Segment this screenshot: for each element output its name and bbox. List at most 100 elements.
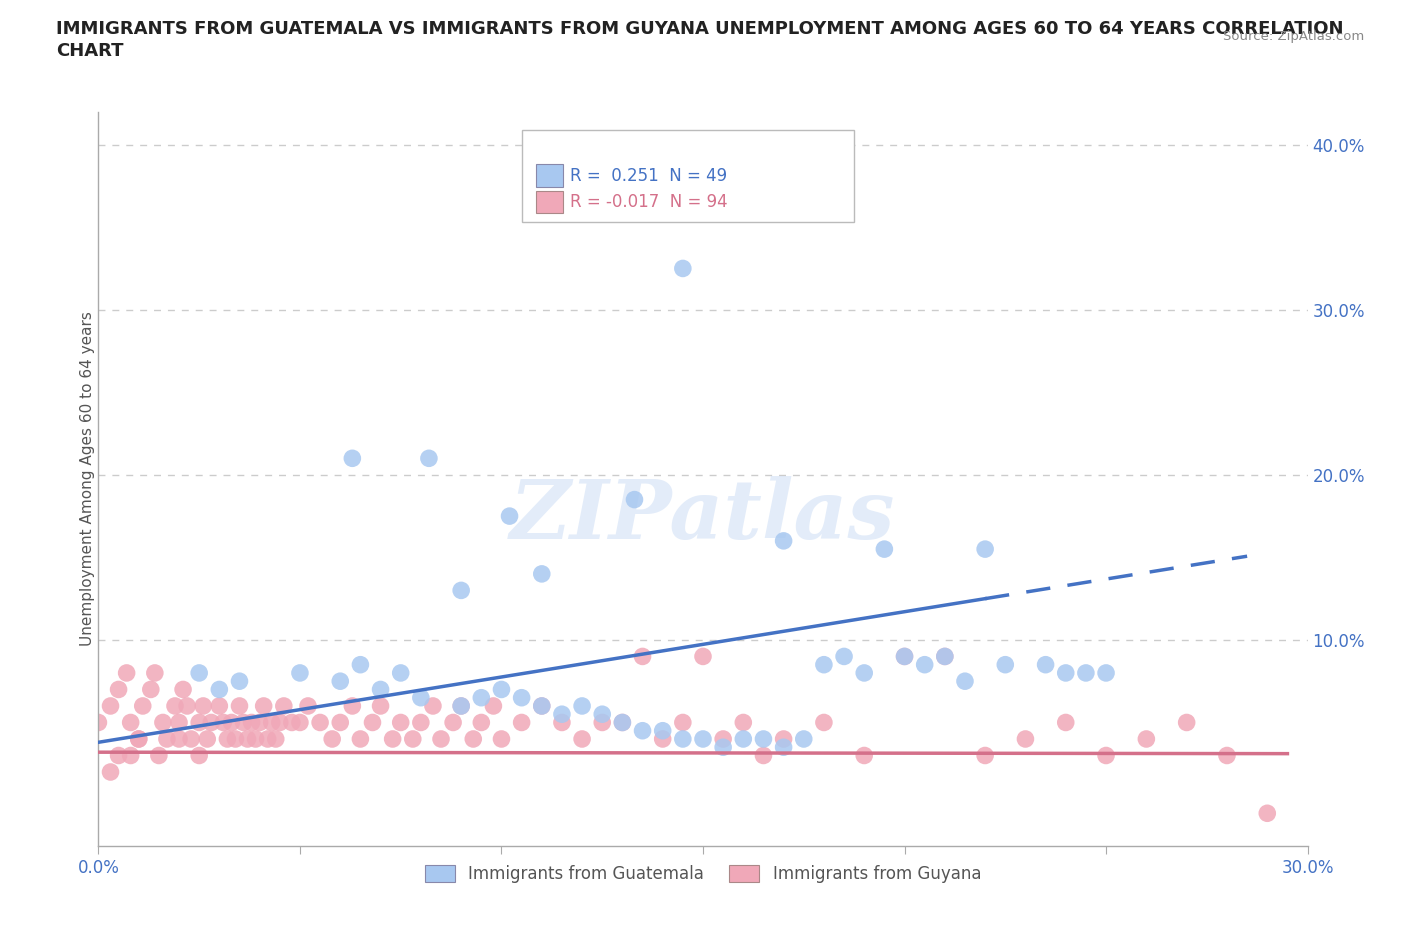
Point	[156, 732, 179, 747]
Point	[273, 698, 295, 713]
Point	[143, 666, 166, 681]
Point	[470, 690, 492, 705]
Point	[253, 698, 276, 713]
Point	[692, 649, 714, 664]
Point	[591, 707, 613, 722]
Point	[188, 748, 211, 763]
Point	[163, 698, 186, 713]
Point	[672, 715, 695, 730]
Point	[193, 698, 215, 713]
Point	[752, 748, 775, 763]
Point	[195, 732, 218, 747]
Point	[813, 658, 835, 672]
Point	[672, 732, 695, 747]
Point	[853, 666, 876, 681]
Point	[329, 715, 352, 730]
Point	[914, 658, 936, 672]
Point	[450, 698, 472, 713]
Point	[297, 698, 319, 713]
Text: IMMIGRANTS FROM GUATEMALA VS IMMIGRANTS FROM GUYANA UNEMPLOYMENT AMONG AGES 60 T: IMMIGRANTS FROM GUATEMALA VS IMMIGRANTS …	[56, 20, 1344, 38]
Point	[1095, 666, 1118, 681]
Point	[1054, 666, 1077, 681]
Point	[498, 509, 520, 524]
Point	[441, 715, 464, 730]
Point	[342, 698, 364, 713]
Point	[772, 732, 794, 747]
Point	[167, 732, 190, 747]
Point	[370, 682, 392, 697]
Point	[1175, 715, 1198, 730]
Point	[100, 764, 122, 779]
Point	[200, 715, 222, 730]
Point	[389, 715, 412, 730]
Point	[264, 732, 287, 747]
Point	[107, 748, 129, 763]
Point	[994, 658, 1017, 672]
Point	[128, 732, 150, 747]
Point	[172, 682, 194, 697]
Point	[361, 715, 384, 730]
Point	[772, 739, 794, 754]
Point	[188, 715, 211, 730]
Point	[228, 673, 250, 688]
Point	[167, 715, 190, 730]
Point	[115, 666, 138, 681]
Point	[208, 682, 231, 697]
Point	[256, 732, 278, 747]
Point	[450, 698, 472, 713]
Text: R =  0.251  N = 49: R = 0.251 N = 49	[569, 166, 727, 184]
Point	[87, 715, 110, 730]
Point	[418, 451, 440, 466]
Text: Source: ZipAtlas.com: Source: ZipAtlas.com	[1223, 30, 1364, 43]
Point	[873, 541, 896, 556]
Point	[612, 715, 634, 730]
Point	[1135, 732, 1157, 747]
Point	[152, 715, 174, 730]
Point	[349, 658, 371, 672]
Point	[100, 698, 122, 713]
Point	[623, 492, 645, 507]
Text: CHART: CHART	[56, 42, 124, 60]
Point	[288, 666, 311, 681]
Point	[853, 748, 876, 763]
Point	[139, 682, 162, 697]
Point	[188, 666, 211, 681]
Text: ZIPatlas: ZIPatlas	[510, 475, 896, 556]
Point	[813, 715, 835, 730]
Point	[245, 732, 267, 747]
Point	[651, 732, 673, 747]
Point	[571, 698, 593, 713]
Point	[953, 673, 976, 688]
Point	[249, 715, 271, 730]
Point	[409, 690, 432, 705]
Point	[422, 698, 444, 713]
Point	[463, 732, 485, 747]
Point	[389, 666, 412, 681]
Point	[208, 698, 231, 713]
Point	[342, 451, 364, 466]
Text: R = -0.017  N = 94: R = -0.017 N = 94	[569, 193, 728, 211]
Point	[224, 732, 246, 747]
Point	[733, 715, 755, 730]
Point	[711, 739, 734, 754]
Point	[530, 698, 553, 713]
Point	[934, 649, 956, 664]
Point	[1014, 732, 1036, 747]
Point	[793, 732, 815, 747]
FancyBboxPatch shape	[522, 130, 855, 222]
Point	[107, 682, 129, 697]
Y-axis label: Unemployment Among Ages 60 to 64 years: Unemployment Among Ages 60 to 64 years	[80, 312, 94, 646]
Point	[212, 715, 235, 730]
Point	[893, 649, 915, 664]
Point	[491, 682, 513, 697]
Point	[551, 715, 574, 730]
Point	[832, 649, 855, 664]
Point	[430, 732, 453, 747]
Point	[180, 732, 202, 747]
Point	[1035, 658, 1057, 672]
Point	[893, 649, 915, 664]
Point	[631, 724, 654, 738]
Point	[329, 673, 352, 688]
Point	[128, 732, 150, 747]
Legend: Immigrants from Guatemala, Immigrants from Guyana: Immigrants from Guatemala, Immigrants fr…	[419, 857, 987, 889]
